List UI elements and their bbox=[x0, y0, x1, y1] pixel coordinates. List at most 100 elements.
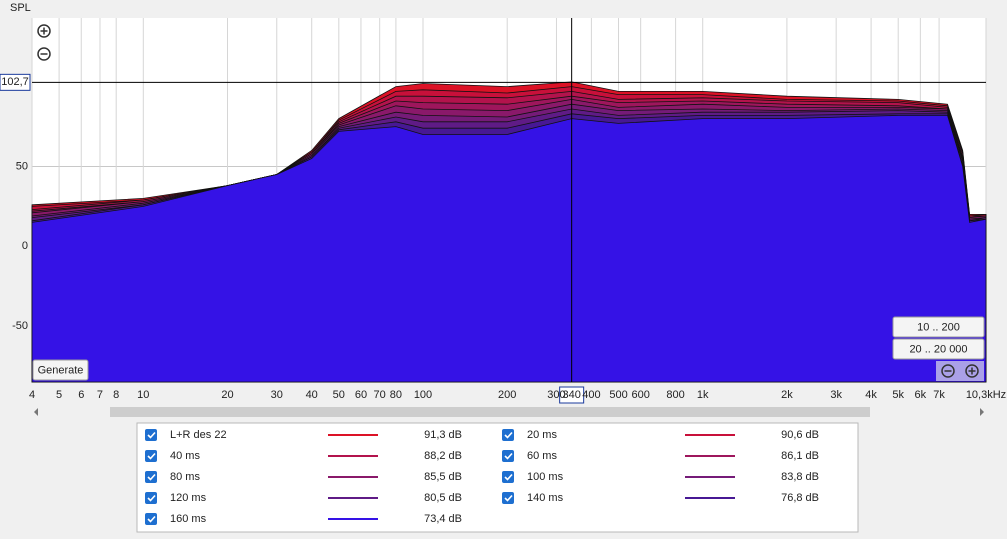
cursor-y-label: 102,7 bbox=[1, 76, 29, 88]
checkmark bbox=[147, 515, 156, 523]
button-label: 10 .. 200 bbox=[917, 321, 960, 333]
checkmark bbox=[504, 494, 513, 502]
legend-label: 20 ms bbox=[527, 429, 557, 441]
legend-label: 140 ms bbox=[527, 492, 564, 504]
legend-level: 73,4 dB bbox=[424, 513, 462, 525]
checkmark bbox=[147, 452, 156, 460]
x-tick-label: 800 bbox=[666, 389, 684, 401]
legend-label: 40 ms bbox=[170, 450, 200, 462]
legend-entry: 40 ms 88,2 dB bbox=[145, 450, 462, 462]
y-tick-label: 50 bbox=[16, 160, 28, 172]
cursor-x-label: 340 bbox=[562, 389, 580, 401]
checkbox[interactable] bbox=[145, 429, 157, 441]
checkbox[interactable] bbox=[145, 471, 157, 483]
checkbox[interactable] bbox=[502, 492, 514, 504]
x-tick-label: 20 bbox=[221, 389, 233, 401]
checkmark bbox=[504, 452, 513, 460]
legend-entry: 120 ms 80,5 dB bbox=[145, 492, 462, 504]
legend-entry: L+R des 22 91,3 dB bbox=[145, 429, 462, 441]
checkbox[interactable] bbox=[145, 450, 157, 462]
legend-level: 80,5 dB bbox=[424, 492, 462, 504]
legend-label: L+R des 22 bbox=[170, 429, 227, 441]
legend-items: L+R des 22 91,3 dB 20 ms 90,6 dB 40 ms 88,2 d… bbox=[145, 429, 819, 525]
range-full-button[interactable]: 20 .. 20 000 bbox=[892, 338, 985, 360]
checkbox[interactable] bbox=[502, 471, 514, 483]
x-tick-label: 40 bbox=[306, 389, 318, 401]
zoom-out-x[interactable] bbox=[941, 364, 955, 378]
overlay: 102,7 340 bbox=[0, 18, 986, 404]
x-tick-label: 100 bbox=[414, 389, 432, 401]
y-tick-label: 0 bbox=[22, 240, 28, 252]
x-tick-label: 50 bbox=[333, 389, 345, 401]
legend-entry: 20 ms 90,6 dB bbox=[502, 429, 819, 441]
range-low-button[interactable]: 10 .. 200 bbox=[892, 316, 985, 338]
checkmark bbox=[504, 431, 513, 439]
legend-label: 100 ms bbox=[527, 471, 564, 483]
spl-slice bbox=[31, 115, 987, 383]
legend bbox=[136, 422, 859, 533]
zoom-in-x[interactable] bbox=[965, 364, 979, 378]
x-tick-label: 400 bbox=[582, 389, 600, 401]
legend-level: 83,8 dB bbox=[781, 471, 819, 483]
x-tick-label: 80 bbox=[390, 389, 402, 401]
zoom-out-y[interactable] bbox=[37, 47, 51, 61]
cursor-box bbox=[559, 386, 585, 404]
x-tick-label: 600 bbox=[631, 389, 649, 401]
legend-level: 86,1 dB bbox=[781, 450, 819, 462]
x-tick-label: 4k bbox=[865, 389, 877, 401]
button-label: Generate bbox=[38, 364, 84, 376]
legend-level: 90,6 dB bbox=[781, 429, 819, 441]
x-tick-label: 3k bbox=[830, 389, 842, 401]
x-tick-label: 500 bbox=[609, 389, 627, 401]
y-tick-label: -50 bbox=[12, 320, 28, 332]
x-tick-label: 70 bbox=[374, 389, 386, 401]
x-tick-label: 10,3kHz bbox=[966, 389, 1006, 401]
cursor-box bbox=[0, 73, 31, 91]
zoom-in-y[interactable] bbox=[37, 24, 51, 38]
legend-entry: 160 ms 73,4 dB bbox=[145, 513, 462, 525]
legend-entry: 80 ms 85,5 dB bbox=[145, 471, 462, 483]
legend-level: 85,5 dB bbox=[424, 471, 462, 483]
legend-level: 88,2 dB bbox=[424, 450, 462, 462]
checkmark bbox=[147, 473, 156, 481]
checkbox[interactable] bbox=[502, 450, 514, 462]
waterfall bbox=[31, 81, 987, 383]
x-tick-label: 300 bbox=[547, 389, 565, 401]
checkmark bbox=[147, 494, 156, 502]
x-tick-label: 10 bbox=[137, 389, 149, 401]
y-axis-label: SPL bbox=[10, 2, 31, 14]
zoom-x-panel bbox=[936, 361, 984, 381]
legend-label: 160 ms bbox=[170, 513, 207, 525]
x-tick-label: 8 bbox=[113, 389, 119, 401]
legend-entry: 140 ms 76,8 dB bbox=[502, 492, 819, 504]
checkbox[interactable] bbox=[145, 513, 157, 525]
x-tick-label: 7 bbox=[97, 389, 103, 401]
x-tick-label: 6 bbox=[78, 389, 84, 401]
x-tick-label: 6k bbox=[915, 389, 927, 401]
x-tick-label: 2k bbox=[781, 389, 793, 401]
legend-entry: 60 ms 86,1 dB bbox=[502, 450, 819, 462]
checkbox[interactable] bbox=[145, 492, 157, 504]
checkmark bbox=[504, 473, 513, 481]
legend-label: 60 ms bbox=[527, 450, 557, 462]
x-tick-label: 4 bbox=[29, 389, 35, 401]
legend-level: 76,8 dB bbox=[781, 492, 819, 504]
x-tick-label: 30 bbox=[271, 389, 283, 401]
legend-label: 120 ms bbox=[170, 492, 207, 504]
checkbox[interactable] bbox=[502, 429, 514, 441]
x-tick-label: 60 bbox=[355, 389, 367, 401]
x-tick-label: 200 bbox=[498, 389, 516, 401]
legend-entry: 100 ms 83,8 dB bbox=[502, 471, 819, 483]
x-tick-label: 5k bbox=[892, 389, 904, 401]
scrollbar[interactable] bbox=[32, 406, 986, 418]
button-label: 20 .. 20 000 bbox=[909, 343, 967, 355]
x-tick-label: 7k bbox=[933, 389, 945, 401]
legend-level: 91,3 dB bbox=[424, 429, 462, 441]
generate-button[interactable]: Generate bbox=[32, 359, 89, 381]
x-tick-label: 1k bbox=[697, 389, 709, 401]
checkmark bbox=[147, 431, 156, 439]
legend-label: 80 ms bbox=[170, 471, 200, 483]
x-tick-label: 5 bbox=[56, 389, 62, 401]
